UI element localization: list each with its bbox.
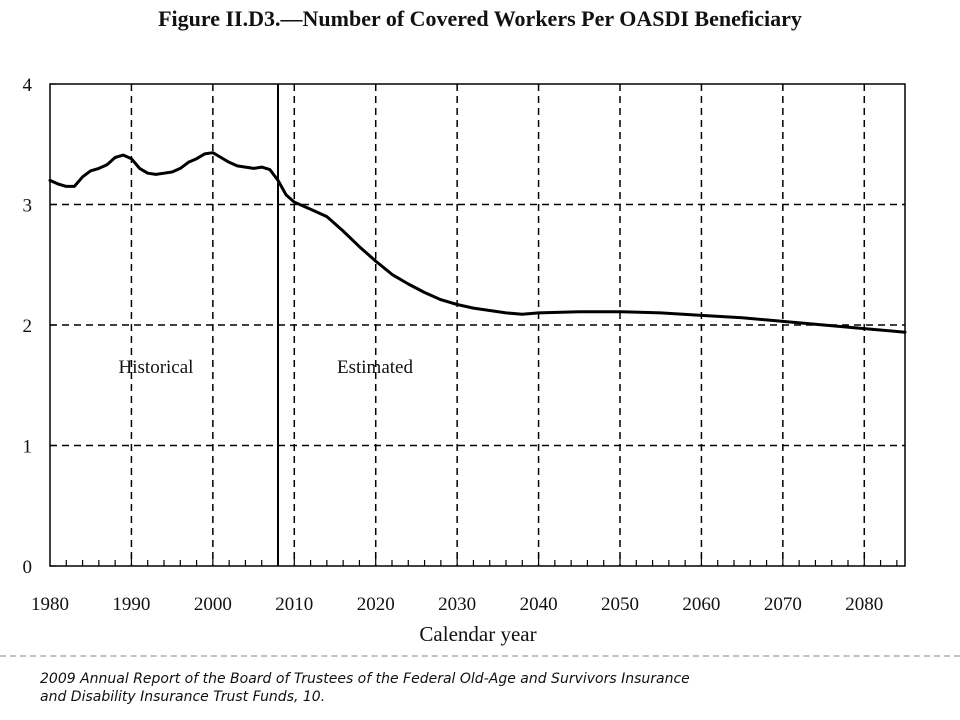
data-point bbox=[391, 273, 393, 276]
y-tick-label: 2 bbox=[23, 316, 33, 337]
x-tick-label: 2010 bbox=[275, 594, 313, 615]
plot-frame bbox=[49, 83, 906, 567]
data-point bbox=[163, 172, 165, 175]
series-layer bbox=[48, 151, 907, 334]
data-point bbox=[863, 327, 866, 330]
data-point bbox=[73, 185, 76, 188]
data-point bbox=[81, 175, 84, 178]
data-point bbox=[65, 185, 68, 188]
x-tick-label: 2040 bbox=[520, 594, 558, 615]
data-point bbox=[822, 324, 825, 326]
data-point bbox=[268, 168, 271, 171]
region-label-historical: Historical bbox=[119, 357, 194, 378]
source-line-2: and Disability Insurance Trust Funds, 10… bbox=[40, 689, 326, 705]
data-point bbox=[220, 156, 222, 159]
data-point bbox=[439, 298, 442, 301]
data-point bbox=[578, 310, 581, 313]
data-point bbox=[342, 230, 345, 232]
x-tick-label: 2080 bbox=[845, 594, 883, 615]
data-point bbox=[285, 193, 288, 196]
data-point bbox=[521, 313, 524, 316]
data-point bbox=[537, 312, 540, 314]
x-tick-label: 2030 bbox=[438, 594, 476, 615]
data-point bbox=[700, 314, 703, 317]
chart-title: Figure II.D3.—Number of Covered Workers … bbox=[158, 6, 802, 31]
data-point bbox=[97, 167, 100, 170]
data-point bbox=[228, 161, 231, 164]
data-point bbox=[407, 283, 410, 285]
data-point bbox=[260, 166, 263, 169]
data-point bbox=[619, 310, 621, 313]
data-point bbox=[114, 156, 117, 159]
data-point bbox=[423, 291, 426, 294]
x-tick-label: 2000 bbox=[194, 594, 232, 615]
data-point bbox=[244, 166, 247, 169]
data-point bbox=[106, 163, 108, 166]
x-tick-label: 2070 bbox=[764, 594, 802, 615]
data-point bbox=[203, 152, 206, 155]
data-point bbox=[179, 167, 182, 170]
source-line-1: 2009 Annual Report of the Board of Trust… bbox=[40, 671, 690, 687]
data-point bbox=[358, 245, 361, 248]
region-label-estimated: Estimated bbox=[337, 357, 413, 378]
grid-lines bbox=[50, 84, 905, 566]
y-tick-label: 0 bbox=[23, 557, 33, 578]
data-point bbox=[154, 173, 157, 176]
data-point bbox=[138, 167, 141, 170]
data-point bbox=[195, 157, 198, 160]
source-citation: 2009 Annual Report of the Board of Trust… bbox=[40, 670, 860, 706]
data-point bbox=[122, 154, 125, 156]
data-point bbox=[130, 157, 133, 160]
data-point bbox=[236, 165, 239, 167]
data-point bbox=[309, 208, 312, 211]
data-point bbox=[781, 320, 784, 323]
x-tick-label: 1990 bbox=[112, 594, 150, 615]
data-point bbox=[293, 201, 296, 203]
data-point bbox=[505, 312, 507, 314]
footer-divider bbox=[0, 655, 960, 657]
x-tick-label: 2050 bbox=[601, 594, 639, 615]
data-point bbox=[146, 172, 149, 175]
data-point bbox=[659, 312, 662, 314]
data-point bbox=[252, 167, 255, 170]
data-point bbox=[456, 303, 459, 306]
tick-labels: 1980 1990 2000 2010 2020 2030 2040 2050 2060 2070… bbox=[23, 75, 884, 615]
x-axis-title: Calendar year bbox=[419, 622, 536, 646]
x-tick-label: 1980 bbox=[31, 594, 69, 615]
data-point bbox=[187, 161, 190, 164]
data-point bbox=[211, 151, 214, 154]
data-point bbox=[171, 171, 174, 173]
y-tick-label: 1 bbox=[23, 437, 33, 458]
y-tick-label: 3 bbox=[23, 196, 33, 217]
data-point bbox=[89, 169, 92, 172]
y-tick-label: 4 bbox=[23, 75, 33, 96]
data-point bbox=[374, 260, 377, 263]
x-tick-label: 2020 bbox=[357, 594, 395, 615]
data-point bbox=[325, 215, 328, 218]
line-chart: 1980 1990 2000 2010 2020 2030 2040 2050 2060 2070… bbox=[23, 75, 907, 646]
data-point bbox=[741, 316, 744, 319]
series-line-0 bbox=[48, 151, 907, 334]
data-point bbox=[472, 307, 475, 310]
data-point bbox=[488, 309, 491, 312]
data-point bbox=[57, 183, 60, 185]
x-tick-label: 2060 bbox=[682, 594, 720, 615]
